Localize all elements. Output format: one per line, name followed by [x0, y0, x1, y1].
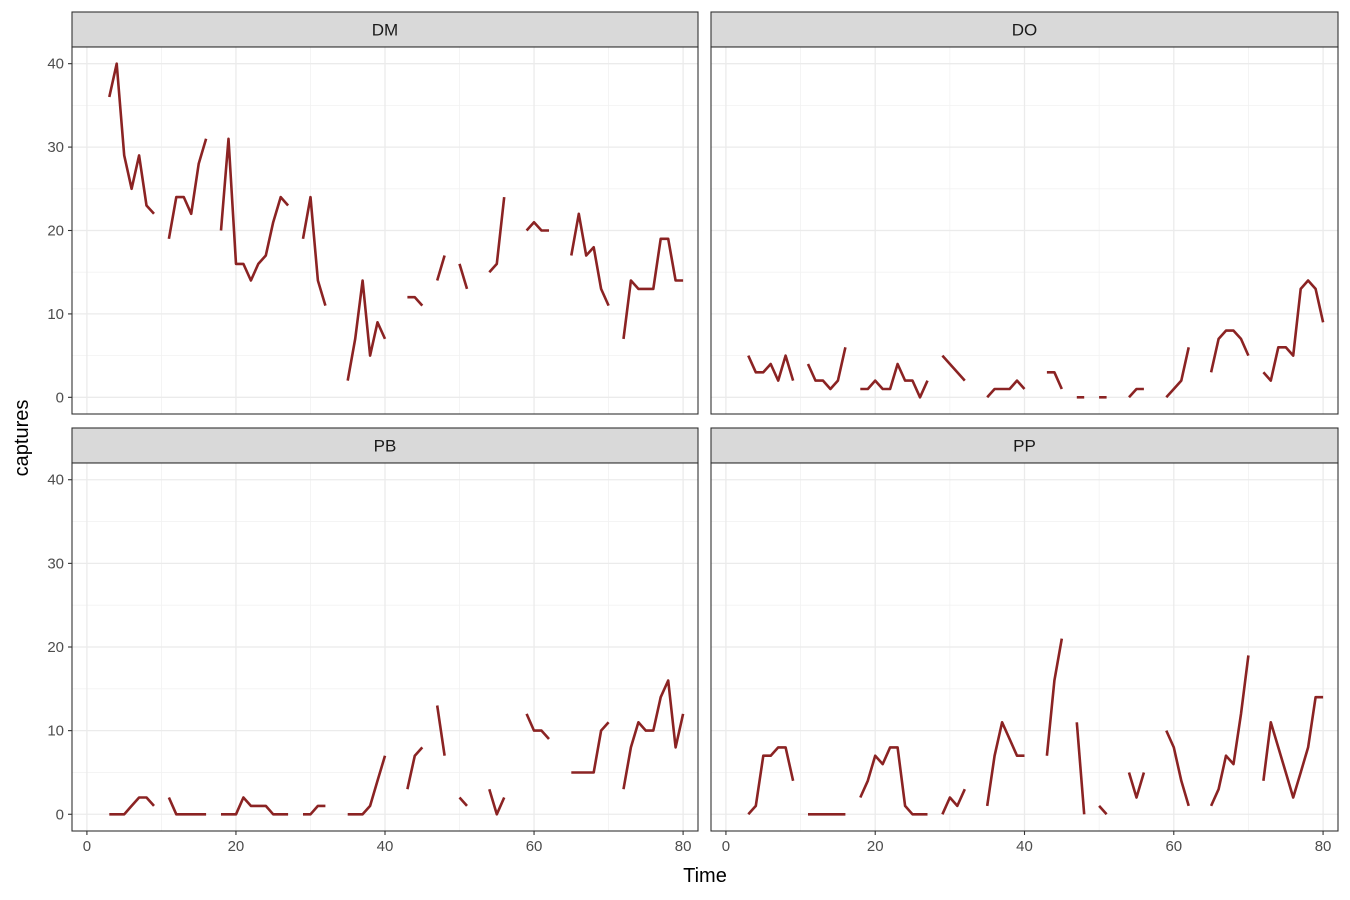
- series-line-segment: [941, 354, 966, 382]
- y-tick-label: 40: [47, 472, 64, 489]
- y-tick-label: 10: [47, 306, 64, 323]
- strip-background: [71, 427, 699, 464]
- series-line-segment: [1045, 638, 1064, 756]
- x-tick-label: 40: [1016, 838, 1033, 855]
- series-line-segment: [986, 379, 1026, 399]
- series-line-segment: [109, 796, 155, 816]
- y-tick-label: 10: [47, 723, 64, 740]
- series-line-segment: [860, 362, 929, 399]
- series-line-segment: [525, 220, 549, 232]
- panel-do: DO: [710, 11, 1339, 415]
- strip-label: DM: [372, 21, 398, 40]
- strip-label: DO: [1012, 21, 1038, 40]
- series-line-segment: [1075, 722, 1086, 815]
- x-tick-label: 80: [1315, 838, 1332, 855]
- series-line-segment: [806, 347, 847, 391]
- series-line-segment: [1128, 387, 1144, 399]
- series-line-segment: [346, 279, 387, 381]
- series-line-segment: [347, 755, 387, 816]
- series-line-segment: [108, 62, 155, 215]
- x-tick-label: 20: [228, 838, 245, 855]
- series-line-segment: [435, 255, 446, 281]
- panel-pp: PP: [710, 427, 1339, 832]
- series-line-segment: [747, 354, 795, 382]
- y-tick-label: 20: [47, 223, 64, 240]
- series-line-segment: [571, 721, 610, 774]
- axes-layer: 0 10 20 30 40 0 10 20 30 40 0 20 40 60 80 0 20 40 60 80: [47, 56, 1331, 855]
- x-tick-label: 40: [377, 838, 394, 855]
- strip-background: [71, 11, 699, 48]
- series-line-segment: [407, 295, 424, 307]
- panel-border: [710, 46, 1339, 415]
- series-line-segment: [301, 195, 327, 306]
- series-line-segment: [303, 804, 326, 816]
- y-tick-label: 0: [56, 389, 64, 406]
- strip-background: [710, 427, 1339, 464]
- series-line-segment: [985, 720, 1025, 807]
- panel-pb: PB: [71, 427, 699, 832]
- strip-label: PP: [1013, 437, 1036, 456]
- series-line-segment: [1165, 730, 1190, 807]
- strip-label: PB: [374, 437, 397, 456]
- series-line-segment: [488, 196, 506, 274]
- x-tick-label: 20: [867, 838, 884, 855]
- x-axis-title: Time: [683, 865, 727, 887]
- y-tick-label: 30: [47, 555, 64, 572]
- series-line-segment: [859, 746, 928, 816]
- y-tick-label: 30: [47, 139, 64, 156]
- series-line-segment: [747, 746, 795, 816]
- series-line-segment: [941, 788, 966, 815]
- strip-background: [710, 11, 1339, 48]
- x-tick-label: 0: [83, 838, 91, 855]
- series-line-segment: [406, 746, 424, 790]
- y-axis-title: captures: [11, 400, 33, 477]
- x-tick-label: 60: [526, 838, 543, 855]
- y-tick-label: 0: [56, 806, 64, 823]
- series-line-segment: [458, 796, 468, 807]
- series-line-segment: [1209, 655, 1250, 807]
- series-line-segment: [458, 263, 469, 290]
- series-line-segment: [1165, 347, 1190, 399]
- x-tick-label: 80: [675, 838, 692, 855]
- series-line-segment: [570, 212, 610, 307]
- series-line-segment: [219, 137, 290, 282]
- series-line-segment: [1262, 279, 1325, 382]
- series-line-segment: [622, 679, 685, 790]
- panels-layer: DM DO PB PP: [71, 11, 1339, 832]
- series-line-segment: [1127, 772, 1146, 799]
- series-line-segment: [622, 237, 684, 340]
- series-line-segment: [1046, 370, 1063, 390]
- series-line-segment: [221, 796, 289, 816]
- y-tick-label: 20: [47, 639, 64, 656]
- series-line-segment: [435, 705, 446, 756]
- y-tick-label: 40: [47, 56, 64, 73]
- series-line-segment: [488, 788, 506, 816]
- series-line-segment: [167, 796, 207, 816]
- series-line-segment: [1098, 805, 1108, 816]
- x-tick-label: 0: [722, 838, 730, 855]
- panel-dm: DM: [71, 11, 699, 415]
- x-tick-label: 60: [1165, 838, 1182, 855]
- series-line-segment: [167, 138, 208, 240]
- series-line-segment: [525, 713, 550, 740]
- series-line-segment: [1209, 329, 1250, 373]
- series-line-segment: [1262, 695, 1324, 799]
